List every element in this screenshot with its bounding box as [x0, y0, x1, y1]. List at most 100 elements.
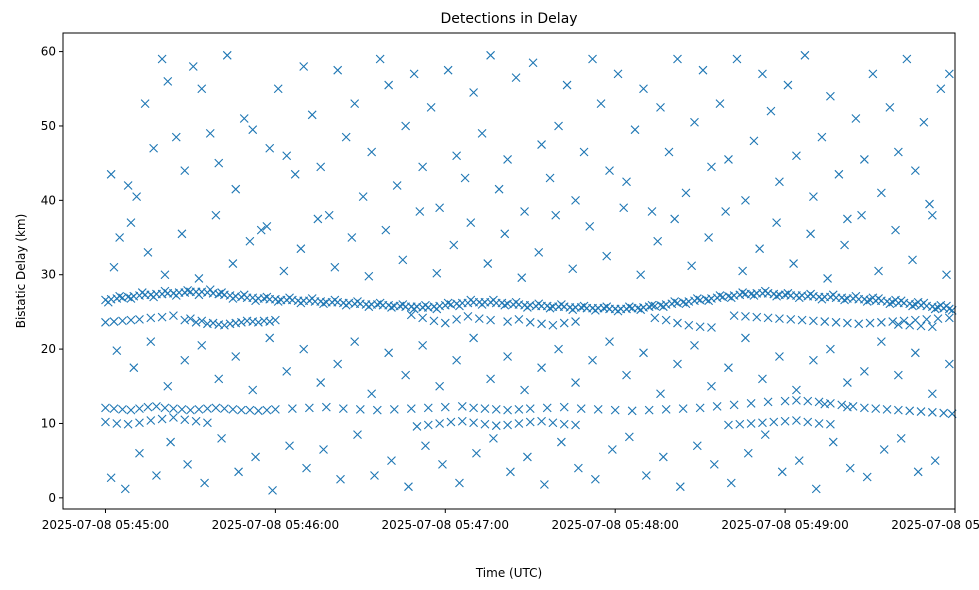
- data-point-marker: [579, 301, 589, 311]
- data-point-marker: [384, 348, 394, 358]
- data-point-marker: [837, 400, 847, 410]
- data-point-marker: [123, 419, 133, 429]
- data-point-marker: [254, 317, 263, 327]
- data-point-marker: [455, 301, 464, 311]
- data-point-marker: [101, 417, 110, 427]
- data-point-marker: [406, 404, 416, 413]
- data-point-marker: [517, 273, 527, 283]
- data-point-marker: [571, 317, 580, 326]
- data-point-marker: [876, 188, 886, 198]
- data-point-marker: [942, 270, 951, 280]
- data-point-marker: [936, 84, 946, 94]
- data-point-marker: [273, 297, 283, 306]
- data-point-marker: [211, 403, 221, 413]
- data-point-marker: [690, 340, 699, 350]
- y-tick-label: 50: [41, 119, 56, 133]
- data-point-marker: [347, 233, 357, 242]
- data-point-marker: [919, 117, 929, 127]
- data-point-marker: [460, 173, 470, 183]
- data-point-marker: [338, 404, 348, 413]
- data-point-marker: [664, 147, 674, 157]
- data-point-marker: [489, 295, 498, 305]
- data-point-marker: [503, 420, 512, 430]
- data-point-marker: [109, 262, 119, 272]
- data-point-marker: [486, 315, 495, 325]
- data-point-marker: [888, 317, 898, 326]
- data-point-marker: [299, 344, 309, 354]
- data-point-marker: [336, 474, 345, 484]
- data-point-marker: [251, 296, 260, 306]
- data-point-marker: [401, 121, 411, 131]
- data-point-marker: [290, 169, 300, 179]
- data-point-marker: [469, 403, 478, 413]
- data-point-marker: [319, 445, 328, 454]
- data-point-marker: [268, 486, 277, 495]
- data-point-marker: [817, 294, 827, 304]
- data-point-marker: [217, 433, 226, 443]
- data-point-marker: [653, 236, 663, 246]
- data-point-marker: [239, 114, 249, 123]
- data-point-marker: [644, 405, 654, 415]
- data-point-marker: [859, 155, 869, 164]
- data-point-marker: [619, 203, 629, 213]
- data-point-marker: [684, 320, 694, 330]
- data-point-marker: [316, 162, 326, 172]
- data-point-marker: [135, 448, 144, 458]
- data-point-marker: [135, 404, 144, 413]
- data-point-marker: [503, 155, 512, 164]
- data-point-marker: [469, 333, 478, 343]
- y-tick-label: 20: [41, 342, 56, 356]
- data-point-marker: [738, 288, 748, 297]
- data-point-marker: [673, 359, 682, 369]
- data-point-marker: [944, 313, 954, 323]
- data-point-marker: [726, 478, 736, 488]
- data-point-marker: [350, 99, 360, 109]
- data-point-marker: [834, 169, 844, 179]
- data-point-marker: [203, 404, 212, 413]
- data-point-marker: [910, 166, 920, 175]
- data-point-marker: [457, 401, 467, 411]
- data-point-marker: [401, 370, 411, 380]
- data-point-marker: [112, 419, 122, 428]
- data-point-marker: [695, 403, 705, 413]
- data-point-marker: [423, 403, 433, 413]
- data-point-marker: [868, 293, 878, 303]
- data-point-marker: [809, 355, 818, 365]
- y-axis-title: Bistatic Delay (km): [14, 214, 28, 329]
- data-point-marker: [554, 344, 563, 354]
- data-point-marker: [896, 433, 906, 443]
- y-tick-label: 40: [41, 193, 56, 207]
- data-point-marker: [191, 317, 201, 327]
- data-point-marker: [180, 355, 190, 365]
- data-point-marker: [296, 298, 306, 308]
- data-point-marker: [469, 418, 478, 428]
- data-point-marker: [355, 404, 365, 414]
- data-point-marker: [534, 299, 544, 309]
- data-point-marker: [149, 292, 159, 302]
- data-point-marker: [792, 396, 801, 405]
- data-point-marker: [554, 121, 563, 131]
- data-point-marker: [772, 291, 781, 301]
- data-point-marker: [741, 311, 750, 321]
- data-point-marker: [180, 415, 190, 425]
- data-point-marker: [188, 62, 198, 71]
- data-point-marker: [729, 400, 739, 410]
- data-point-marker: [944, 359, 954, 369]
- data-point-marker: [483, 259, 493, 268]
- data-point-marker: [698, 65, 708, 75]
- data-point-marker: [537, 416, 546, 426]
- data-point-marker: [707, 381, 716, 391]
- data-point-marker: [537, 140, 546, 149]
- data-point-marker: [913, 297, 923, 307]
- data-point-marker: [542, 403, 552, 413]
- data-point-marker: [814, 419, 824, 428]
- data-point-marker: [794, 293, 804, 303]
- data-point-marker: [738, 266, 748, 276]
- data-point-marker: [503, 317, 512, 326]
- data-point-marker: [525, 417, 535, 427]
- data-point-marker: [803, 417, 813, 427]
- data-point-marker: [811, 484, 821, 494]
- data-point-marker: [826, 344, 835, 354]
- data-point-marker: [528, 58, 538, 68]
- data-point-marker: [472, 448, 481, 458]
